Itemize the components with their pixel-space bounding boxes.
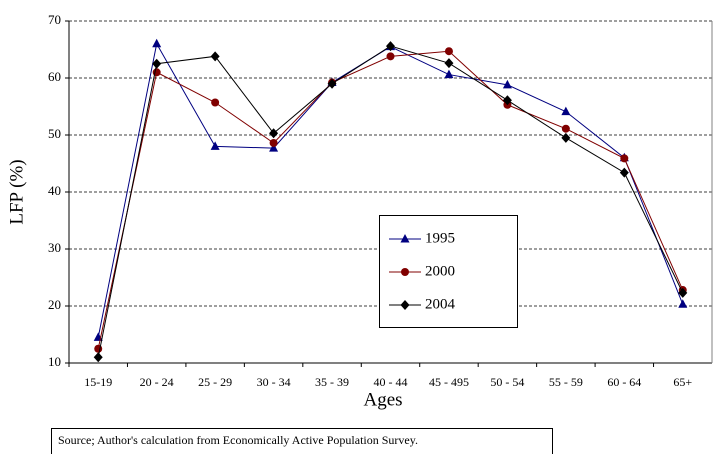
marker: [561, 124, 570, 133]
y-tick-label: 10: [48, 354, 61, 369]
x-tick-label: 45 - 495: [429, 375, 469, 389]
marker: [152, 68, 161, 77]
x-tick-label: 50 - 54: [490, 375, 524, 389]
marker: [211, 98, 220, 107]
marker: [327, 78, 337, 89]
marker: [561, 106, 571, 116]
marker: [269, 143, 279, 152]
source-note: Source; Author's calculation from Econom…: [58, 433, 418, 447]
x-tick-label: 25 - 29: [198, 375, 232, 389]
marker: [386, 41, 395, 52]
marker: [444, 58, 454, 69]
y-tick-label: 20: [48, 297, 61, 312]
marker: [620, 154, 629, 163]
y-tick-label: 40: [48, 183, 61, 198]
marker: [400, 234, 410, 243]
x-tick-label: 30 - 34: [257, 375, 291, 389]
x-axis-label: Ages: [363, 389, 402, 410]
marker: [401, 268, 409, 276]
x-tick-label: 15-19: [84, 375, 112, 389]
y-tick-label: 30: [48, 240, 61, 255]
x-tick-label: 35 - 39: [315, 375, 349, 389]
marker: [386, 52, 395, 61]
y-tick-label: 60: [48, 69, 61, 84]
marker: [678, 299, 688, 308]
marker: [269, 138, 278, 147]
marker: [152, 58, 162, 69]
source-box: [51, 428, 553, 454]
marker: [444, 47, 453, 56]
y-tick-label: 70: [48, 12, 61, 27]
marker: [210, 51, 220, 62]
marker: [561, 132, 571, 143]
marker: [152, 38, 162, 48]
marker: [678, 287, 688, 298]
marker: [444, 69, 454, 79]
marker: [269, 128, 279, 139]
x-tick-label: 20 - 24: [140, 375, 174, 389]
marker: [210, 141, 220, 150]
legend-label: 2000: [425, 263, 455, 279]
x-tick-label: 55 - 59: [549, 375, 583, 389]
marker: [93, 352, 103, 363]
y-axis-label: LFP (%): [6, 159, 27, 224]
marker: [502, 79, 512, 89]
marker: [400, 300, 410, 310]
legend-label: 2004: [425, 296, 456, 312]
marker: [94, 344, 103, 353]
x-tick-label: 40 - 44: [374, 375, 408, 389]
y-tick-label: 50: [48, 126, 61, 141]
legend-label: 1995: [425, 230, 455, 246]
marker: [502, 95, 512, 106]
x-tick-label: 65+: [673, 375, 692, 389]
marker: [619, 167, 629, 178]
x-tick-label: 60 - 64: [607, 375, 641, 389]
